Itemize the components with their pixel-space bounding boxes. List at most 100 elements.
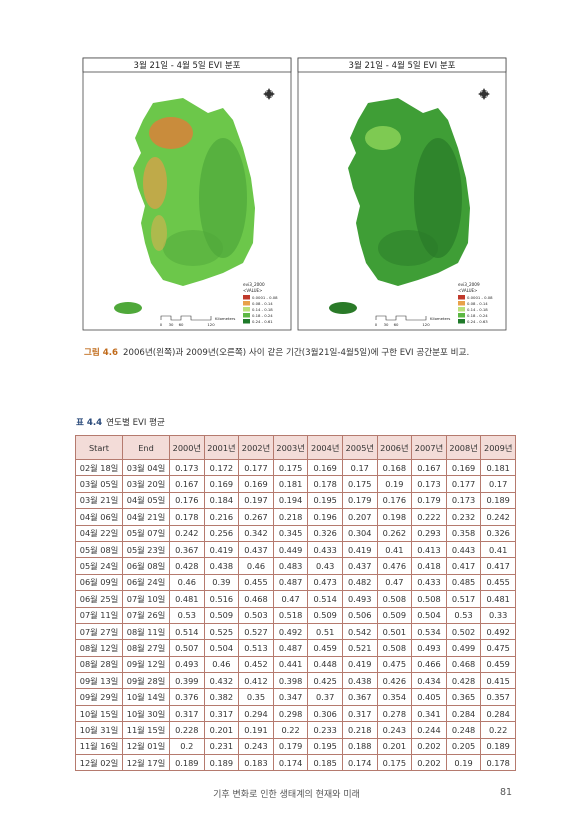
- table-cell: 0.53: [169, 606, 205, 624]
- table-cell: 0.284: [480, 704, 516, 723]
- figure-caption: 그림 4.6 2006년(왼쪽)과 2009년(오른쪽) 사이 같은 기간(3월2…: [84, 346, 469, 358]
- table-cell: 0.419: [203, 540, 240, 559]
- table-cell: 05월 24일: [75, 557, 123, 575]
- table-cell: 0.183: [238, 754, 274, 772]
- table-cell: 0.184: [203, 491, 240, 510]
- table-cell: 0.508: [411, 590, 447, 608]
- table-cell: 0.37: [307, 688, 343, 706]
- scale-label: 0: [160, 322, 163, 327]
- table-cell: 10월 14일: [122, 688, 170, 706]
- compass-ring: [264, 89, 274, 99]
- table-cell: 04월 22일: [75, 524, 123, 542]
- table-cell: 0.173: [411, 475, 447, 493]
- table-row: 03월 21일 04월 05일 0.176 0.184 0.197 0.194 0.195 0…: [75, 491, 516, 510]
- table-cell: 0.365: [445, 688, 482, 706]
- table-cell: 0.417: [445, 557, 482, 575]
- table-row: 03월 05일 03월 20일 0.167 0.169 0.169 0.181 0.178 0…: [75, 475, 516, 493]
- table-cell: 0.195: [307, 491, 343, 510]
- table-cell: 0.509: [203, 606, 240, 624]
- table-cell: 08월 11일: [122, 622, 170, 641]
- table-cell: 03월 05일: [75, 475, 123, 493]
- land-texture: [378, 230, 438, 266]
- table-cell: 0.434: [411, 672, 447, 690]
- table-cell: 0.525: [203, 622, 240, 641]
- table-cell: 0.417: [480, 557, 516, 575]
- legend-label: 0.24 - 0.63: [467, 319, 488, 324]
- table-cell: 0.189: [169, 754, 205, 772]
- map-figures: 3월 21일 - 4월 5일 EVI 분포evi3_2000<VALUE>0.0…: [82, 57, 507, 331]
- legend-swatch: [458, 313, 465, 318]
- orange-area: [149, 117, 193, 149]
- map: 3월 21일 - 4월 5일 EVI 분포 evi3_2009<VALUE> 0.0…: [297, 57, 507, 331]
- table-row: 12월 02일 12월 17일 0.189 0.189 0.183 0.174 0.185 0…: [75, 754, 516, 772]
- table-cell: 0.218: [341, 721, 378, 739]
- table-cell: 09월 29일: [75, 688, 123, 706]
- scale-label: 60: [394, 322, 399, 327]
- table-cell: 0.428: [169, 557, 205, 575]
- table-cell: 0.342: [238, 524, 274, 542]
- header-cell: 2009년: [480, 435, 516, 460]
- table-cell: 0.294: [238, 704, 274, 723]
- table-cell: 0.39: [203, 573, 240, 592]
- legend-subtitle: <VALUE>: [243, 288, 262, 293]
- table-cell: 0.169: [203, 475, 240, 493]
- caption-text: 2006년(왼쪽)과 2009년(오른쪽) 사이 같은 기간(3월21일-4월5…: [123, 348, 470, 358]
- table-cell: 0.468: [238, 590, 274, 608]
- table-cell: 0.517: [445, 590, 482, 608]
- table-cell: 09월 13일: [75, 672, 123, 690]
- table-cell: 0.178: [169, 508, 205, 526]
- table-row: 10월 31일 11월 15일 0.228 0.201 0.191 0.22 0.233 0.…: [75, 721, 516, 739]
- legend-label: 0.14 - 0.18: [252, 307, 273, 312]
- table-cell: 0.357: [480, 688, 516, 706]
- scale-unit: Kilometers: [430, 316, 450, 321]
- table-cell: 0.53: [445, 606, 482, 624]
- page-number: 81: [500, 787, 513, 798]
- table-cell: 0.22: [480, 721, 516, 739]
- table-cell: 0.17: [480, 475, 516, 493]
- table-cell: 0.298: [272, 704, 309, 723]
- header-cell: 2003년: [272, 435, 309, 460]
- table-cell: 0.382: [203, 688, 240, 706]
- table-cell: 0.173: [445, 491, 482, 510]
- table-cell: 06월 08일: [122, 557, 170, 575]
- table-cell: 0.179: [272, 737, 309, 756]
- table-row: 06월 25일 07월 10일 0.481 0.516 0.468 0.47 0.514 0.…: [75, 590, 516, 608]
- table-cell: 0.189: [480, 737, 516, 756]
- table-cell: 0.483: [272, 557, 309, 575]
- header-cell: 2008년: [445, 435, 482, 460]
- table-cell: 0.233: [307, 721, 343, 739]
- table-cell: 0.242: [480, 508, 516, 526]
- table-cell: 0.437: [238, 540, 274, 559]
- table-cell: 08월 27일: [122, 639, 170, 657]
- table-cell: 0.248: [445, 721, 482, 739]
- table-cell: 06월 24일: [122, 573, 170, 592]
- table-cell: 0.487: [272, 639, 309, 657]
- table-cell: 0.441: [272, 655, 309, 674]
- table-row: 07월 27일 08월 11일 0.514 0.525 0.527 0.492 0.51 0.…: [75, 622, 516, 641]
- table-cell: 04월 21일: [122, 508, 170, 526]
- evi-table: Start End 2000년 2001년 2002년 2003년 2004년 2005년 20…: [75, 435, 516, 772]
- table-cell: 0.256: [203, 524, 240, 542]
- map: 3월 21일 - 4월 5일 EVI 분포 evi3_2000<VALUE> 0.0…: [82, 57, 292, 331]
- table-cell: 0.175: [376, 754, 413, 772]
- table-cell: 0.41: [480, 540, 516, 559]
- table-cell: 0.341: [411, 704, 447, 723]
- table-cell: 0.326: [307, 524, 343, 542]
- table-cell: 05월 08일: [75, 540, 123, 559]
- table-cell: 0.41: [376, 540, 413, 559]
- table-cell: 06월 09일: [75, 573, 123, 592]
- legend-swatch: [458, 301, 465, 306]
- table-cell: 07월 10일: [122, 590, 170, 608]
- compass: [263, 88, 275, 100]
- land-texture: [199, 138, 247, 258]
- table-cell: 0.189: [203, 754, 240, 772]
- legend-swatch: [458, 295, 465, 300]
- table-cell: 0.177: [445, 475, 482, 493]
- table-cell: 10월 15일: [75, 704, 123, 723]
- table-cell: 0.197: [238, 491, 274, 510]
- table-cell: 0.222: [411, 508, 447, 526]
- table-cell: 0.2: [169, 737, 205, 756]
- legend-swatch: [243, 319, 250, 324]
- table-cell: 0.415: [480, 672, 516, 690]
